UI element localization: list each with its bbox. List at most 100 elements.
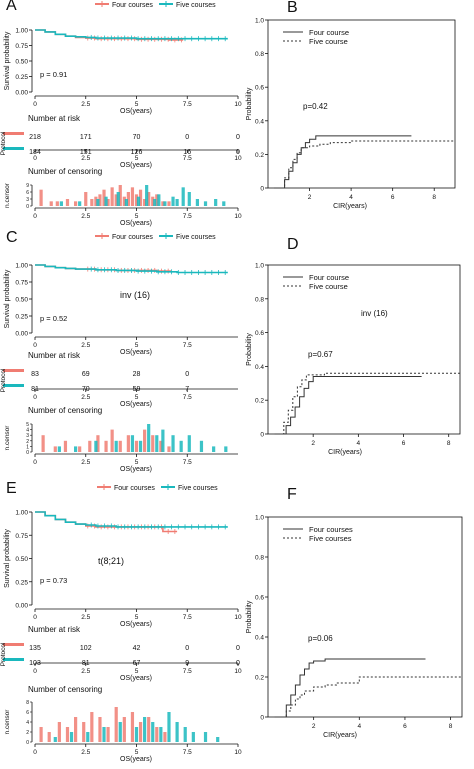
y-tick-label: 0.6 — [255, 595, 264, 602]
censor-x-tick-label: 7.5 — [183, 213, 192, 220]
x-tick-label: 4 — [357, 440, 361, 447]
censor-y-tick-label: 5 — [26, 422, 29, 428]
x-tick-label: 5 — [135, 342, 139, 349]
risk-axis-label: Protocol — [0, 131, 7, 155]
censor-bar — [82, 722, 86, 742]
censor-bar — [134, 440, 139, 452]
y-axis-label: Survival probability — [4, 529, 11, 588]
risk-table-title: Number at risk — [28, 114, 81, 123]
risk-x-axis-label: OS(years) — [120, 675, 152, 682]
risk-x-tick-label: 2.5 — [81, 668, 90, 675]
risk-count: 102 — [80, 645, 92, 652]
censor-bar — [94, 440, 98, 452]
p-value: p=0.06 — [308, 634, 333, 643]
subgroup-annotation: t(8;21) — [98, 556, 124, 566]
censor-bar — [134, 727, 139, 742]
legend-label-five: Five courses — [178, 485, 218, 492]
censor-bar — [134, 194, 139, 206]
censor-x-tick-label: 10 — [234, 213, 242, 220]
censor-y-tick-label: 3 — [26, 433, 29, 439]
risk-x-axis-label: OS(years) — [120, 162, 152, 169]
censor-x-axis-label: OS(years) — [120, 756, 152, 763]
y-tick-label: 0.50 — [15, 297, 28, 304]
censor-bar — [104, 196, 108, 206]
censor-bar — [78, 446, 82, 452]
legend-label-four: Four courses — [112, 234, 153, 241]
censor-bar — [167, 446, 171, 452]
y-tick-label: 0.25 — [15, 579, 28, 586]
censor-bar — [214, 199, 218, 206]
censor-bar — [98, 717, 102, 742]
y-axis-label: Probability — [246, 333, 253, 366]
panel-letter: A — [6, 0, 17, 14]
panel-letter: D — [287, 236, 299, 253]
censor-bar — [181, 187, 185, 206]
km-curve-five — [35, 511, 228, 528]
censor-bar — [78, 201, 82, 206]
censor-bar — [224, 446, 228, 452]
panel-b: B 0 0.2 0.4 0.6 0.8 1.0 2 4 6 8 Probability CIR(year… — [246, 0, 456, 210]
censor-bar — [55, 201, 59, 206]
x-axis-label: CIR(years) — [323, 732, 357, 739]
panel-d: D 0 0.2 0.4 0.6 0.8 1.0 2 4 6 8 Probability CIR(year… — [246, 236, 461, 456]
risk-count: 0 — [185, 134, 189, 141]
y-tick-label: 1.0 — [255, 263, 264, 270]
censor-bar — [90, 199, 94, 206]
censor-bar — [147, 424, 151, 452]
censor-bar — [130, 435, 135, 452]
censor-y-tick-label: 0 — [26, 740, 29, 746]
censor-y-tick-label: 3 — [26, 197, 29, 203]
censor-bar — [39, 727, 43, 742]
panel-c: C Four courses Five courses 0.00 0.25 0.50 0.7… — [0, 229, 238, 473]
censor-axis-label: n.censor — [4, 709, 11, 735]
legend-label-solid: Four course — [309, 28, 349, 37]
risk-table-title: Number at risk — [28, 625, 81, 634]
x-tick-label: 4 — [349, 194, 353, 201]
panel-a: A Four courses Five courses 0.00 0.25 0.50 0.7… — [0, 0, 242, 227]
censor-bar — [143, 199, 147, 206]
y-tick-label: 0.50 — [15, 556, 28, 563]
censor-bar — [203, 201, 208, 206]
censor-bar — [145, 185, 149, 206]
legend-label-four: Four courses — [112, 2, 153, 9]
censor-bar — [175, 199, 179, 206]
censor-bar — [187, 192, 191, 206]
legend-label-dashed: Five courses — [309, 534, 352, 543]
risk-row-key-four — [3, 643, 24, 646]
risk-x-tick-label: 0 — [33, 155, 37, 162]
x-tick-label: 0 — [33, 342, 37, 349]
x-tick-label: 5 — [135, 614, 139, 621]
y-tick-label: 0.6 — [255, 85, 264, 92]
censor-bar — [216, 737, 220, 742]
censor-bar — [59, 201, 63, 206]
p-value: p=0.67 — [308, 350, 333, 359]
y-tick-label: 0 — [260, 432, 264, 439]
legend-label-solid: Four courses — [309, 525, 353, 534]
x-tick-label: 7.5 — [183, 614, 192, 621]
risk-count: 0 — [236, 645, 240, 652]
censor-bar — [41, 435, 45, 452]
censor-bar — [49, 201, 53, 206]
subgroup-annotation: inv (16) — [120, 290, 150, 300]
risk-row-key-four — [3, 369, 24, 372]
x-tick-label: 2 — [312, 723, 316, 730]
km-curve-four — [35, 511, 178, 533]
y-tick-label: 0.00 — [15, 603, 28, 610]
censor-bar — [143, 717, 147, 742]
x-tick-label: 8 — [447, 440, 451, 447]
censor-bar — [175, 722, 179, 742]
x-tick-label: 7.5 — [183, 342, 192, 349]
censor-x-tick-label: 5 — [135, 459, 139, 466]
censor-bar — [102, 727, 106, 742]
censor-y-tick-label: 9 — [26, 183, 29, 189]
x-tick-label: 6 — [391, 194, 395, 201]
censor-bar — [69, 732, 74, 742]
censor-bar — [147, 192, 151, 206]
risk-count: 69 — [82, 371, 90, 378]
censor-x-tick-label: 7.5 — [183, 749, 192, 756]
risk-count: 0 — [185, 371, 189, 378]
censor-bar — [163, 732, 167, 742]
risk-x-tick-label: 7.5 — [183, 155, 192, 162]
x-tick-label: 2 — [311, 440, 315, 447]
censor-bar — [151, 722, 155, 742]
